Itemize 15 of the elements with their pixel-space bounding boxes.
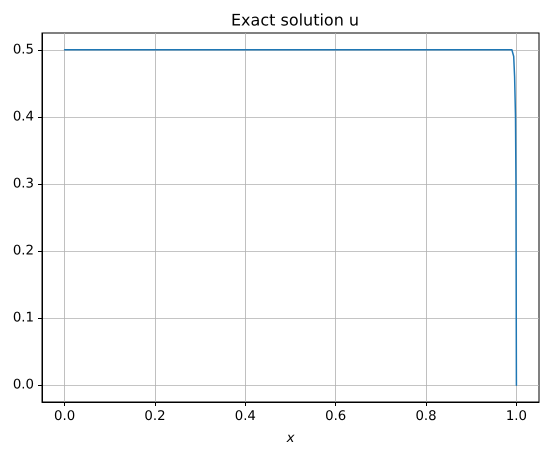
x-tick-label: 0.2 bbox=[144, 409, 166, 424]
x-tick-label: 0.6 bbox=[325, 409, 346, 424]
x-tick-label: 0.4 bbox=[234, 409, 256, 424]
x-axis-title: x bbox=[286, 431, 295, 446]
y-tick-label: 0.2 bbox=[12, 244, 34, 259]
y-tick-label: 0.3 bbox=[12, 176, 34, 192]
line-series bbox=[64, 49, 518, 386]
y-tick-label: 0.4 bbox=[12, 109, 34, 124]
x-tick-label: 1.0 bbox=[506, 409, 527, 424]
y-tick-label: 0.1 bbox=[12, 310, 34, 326]
y-tick-label: 0.5 bbox=[12, 42, 34, 58]
x-tick-label: 0.8 bbox=[415, 409, 437, 424]
chart-title: Exact solution u bbox=[230, 10, 360, 30]
y-tick-label: 0.0 bbox=[12, 378, 34, 393]
x-tick-label: 0.0 bbox=[54, 409, 76, 424]
